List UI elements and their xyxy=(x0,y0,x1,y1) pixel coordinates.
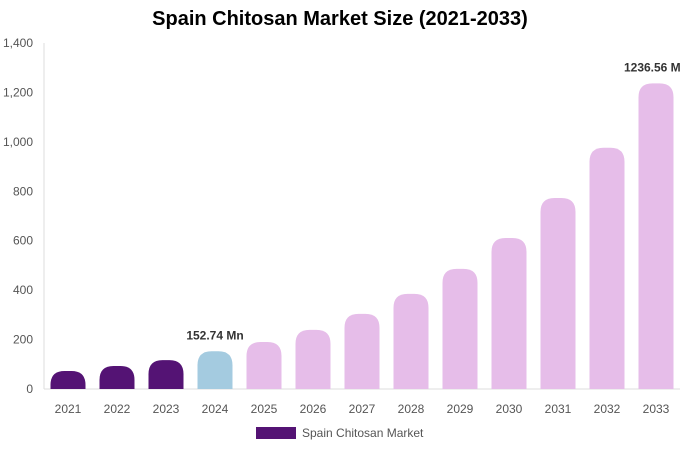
bar-2030 xyxy=(491,237,527,389)
y-tick-label: 1,400 xyxy=(3,36,33,50)
legend: Spain Chitosan Market xyxy=(256,426,423,440)
x-tick-label: 2025 xyxy=(251,402,278,416)
y-tick-label: 800 xyxy=(13,184,33,198)
x-tick-label: 2022 xyxy=(104,402,131,416)
bar-2021 xyxy=(50,370,86,389)
y-tick-label: 200 xyxy=(13,333,33,347)
y-tick-label: 1,200 xyxy=(3,85,33,99)
bar-2025 xyxy=(246,342,282,389)
bar-2022 xyxy=(99,366,135,389)
bar-2029 xyxy=(442,268,478,389)
x-tick-label: 2026 xyxy=(300,402,327,416)
y-tick-label: 600 xyxy=(13,234,33,248)
data-label-2033: 1236.56 Mn xyxy=(624,60,680,74)
x-tick-label: 2033 xyxy=(643,402,670,416)
x-tick-label: 2028 xyxy=(398,402,425,416)
x-tick-label: 2031 xyxy=(545,402,572,416)
x-tick-label: 2030 xyxy=(496,402,523,416)
bar-2023 xyxy=(148,360,184,389)
x-tick-label: 2029 xyxy=(447,402,474,416)
y-tick-label: 0 xyxy=(26,382,33,396)
y-tick-label: 1,000 xyxy=(3,135,33,149)
y-tick-label: 400 xyxy=(13,283,33,297)
bar-2033 xyxy=(638,83,674,389)
x-tick-label: 2021 xyxy=(55,402,82,416)
bar-2032 xyxy=(589,147,625,389)
chart-title: Spain Chitosan Market Size (2021-2033) xyxy=(152,8,528,30)
bar-2028 xyxy=(393,293,429,389)
x-tick-label: 2023 xyxy=(153,402,180,416)
legend-swatch xyxy=(256,427,296,439)
legend-label: Spain Chitosan Market xyxy=(302,426,424,440)
data-label-2024: 152.74 Mn xyxy=(186,328,243,342)
x-tick-label: 2032 xyxy=(594,402,621,416)
x-tick-label: 2024 xyxy=(202,402,229,416)
x-tick-label: 2027 xyxy=(349,402,376,416)
bar-2024 xyxy=(197,351,233,389)
bar-2026 xyxy=(295,329,331,389)
bar-2031 xyxy=(540,197,576,389)
bar-2027 xyxy=(344,313,380,389)
